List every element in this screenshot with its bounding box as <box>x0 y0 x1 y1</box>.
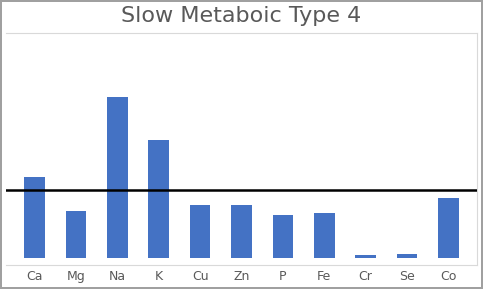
Bar <box>24 177 45 258</box>
Bar <box>190 205 211 258</box>
Bar <box>231 205 252 258</box>
Bar <box>107 97 128 258</box>
Bar <box>272 215 293 258</box>
Bar <box>355 255 376 258</box>
Bar <box>148 140 169 258</box>
Bar <box>66 211 86 258</box>
Title: Slow Metaboic Type 4: Slow Metaboic Type 4 <box>121 5 362 25</box>
Bar <box>314 213 335 258</box>
Bar <box>397 254 417 258</box>
Bar <box>438 198 459 258</box>
